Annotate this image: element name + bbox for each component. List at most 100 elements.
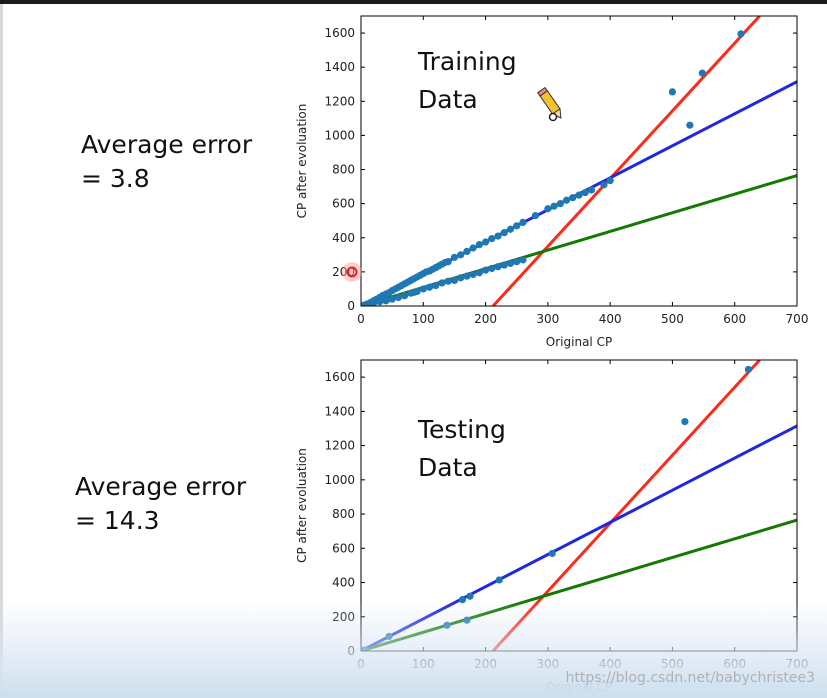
- test-data-point: [495, 576, 503, 584]
- train-y-tick-label: 400: [332, 231, 355, 245]
- test-x-tick-label: 700: [786, 657, 809, 671]
- train-data-point: [737, 30, 745, 38]
- training-data-chart: 0 100 200 300 400 500 600 700020040060080010001…: [295, 15, 808, 349]
- train-y-tick-label: 800: [332, 163, 355, 177]
- train-data-point: [494, 263, 502, 271]
- train-data-point: [463, 272, 471, 280]
- test-y-axis-title: CP after evoluation: [295, 448, 309, 563]
- test-data-point: [385, 632, 393, 641]
- train-data-point: [457, 274, 465, 282]
- train-data-point: [556, 200, 564, 208]
- test-x-tick-label: 500: [661, 657, 684, 671]
- test-x-tick-label: 300: [536, 657, 559, 671]
- train-data-point: [686, 121, 694, 129]
- test-data-point: [681, 418, 689, 426]
- train-y-tick-label: 1000: [324, 128, 355, 142]
- train-data-point: [419, 285, 427, 293]
- laser-pointer-icon: [342, 262, 362, 282]
- train-data-point: [444, 277, 452, 285]
- training-error-line2: = 3.8: [81, 164, 150, 193]
- testing-data-chart: 0 100 200 300 400 500 600 700 0 200 400 600 800 1000 1…: [295, 359, 809, 694]
- test-x-tick-label: 200: [474, 657, 497, 671]
- train-plot-area: [361, 16, 797, 306]
- test-data-point: [548, 549, 556, 558]
- test-x-tick-label: 100: [412, 657, 435, 671]
- train-x-tick-label: 300: [536, 312, 559, 326]
- train-data-point: [463, 247, 471, 256]
- test-data-point: [744, 365, 753, 374]
- test-y-tick-label: 0: [347, 644, 355, 658]
- train-data-point: [457, 251, 465, 259]
- train-axes-frame: [360, 15, 798, 307]
- train-data-point: [544, 205, 552, 213]
- train-data-point: [506, 259, 515, 267]
- slide-top-border: [0, 0, 827, 4]
- train-data-point: [401, 292, 409, 300]
- train-y-tick-label: 1600: [324, 26, 355, 40]
- train-data-point: [432, 281, 440, 290]
- slide-left-border: [0, 4, 3, 698]
- test-data-point: [463, 616, 471, 624]
- train-x-tick-label: 600: [723, 312, 746, 326]
- train-data-point: [581, 188, 589, 197]
- train-data-point: [513, 222, 521, 230]
- train-data-point: [425, 283, 434, 291]
- test-data-point: [458, 596, 467, 604]
- train-x-tick-label: 100: [412, 312, 435, 326]
- train-data-point: [413, 287, 421, 296]
- test-x-tick-label: 0: [357, 657, 365, 671]
- train-data-point: [606, 177, 614, 185]
- train-x-axis-title: Original CP: [546, 335, 612, 349]
- train-data-point: [450, 253, 459, 261]
- train-data-point: [550, 202, 558, 210]
- train-data-point: [506, 225, 515, 233]
- test-x-tick-label: 600: [723, 657, 746, 671]
- train-data-point: [481, 238, 490, 246]
- train-red-fit-line: [491, 16, 761, 306]
- test-data-point: [361, 646, 368, 651]
- train-x-tick-label: 400: [599, 312, 622, 326]
- train-data-point: [481, 266, 490, 274]
- train-data-point: [519, 218, 527, 227]
- testing-error-line1: Average error: [75, 472, 247, 501]
- cursor-dot-icon: [548, 112, 558, 122]
- train-y-axis-title: CP after evoluation: [295, 104, 309, 219]
- test-x-tick-label: 400: [599, 657, 622, 671]
- train-data-point: [600, 181, 608, 189]
- train-y-tick-label: 1400: [324, 60, 355, 74]
- training-error-line1: Average error: [81, 130, 253, 159]
- train-y-tick-label: 1200: [324, 94, 355, 108]
- train-x-tick-label: 200: [474, 312, 497, 326]
- test-annotation-line: Data: [418, 453, 478, 482]
- train-x-tick-label: 500: [661, 312, 684, 326]
- test-plot-area: [361, 360, 797, 651]
- train-data-point: [513, 258, 521, 266]
- train-annotation-line: Data: [418, 85, 478, 114]
- train-data-point: [698, 69, 706, 77]
- train-data-point: [444, 258, 452, 266]
- test-red-fit-line: [491, 360, 761, 651]
- test-axes-frame: [360, 359, 798, 652]
- testing-error-line2: = 14.3: [75, 506, 160, 535]
- test-y-tick-label: 800: [332, 507, 355, 521]
- train-data-point: [569, 194, 577, 202]
- train-x-tick-label: 0: [357, 312, 365, 326]
- pencil-cursor-icon: [537, 86, 562, 119]
- test-data-point: [466, 592, 474, 600]
- train-data-point: [438, 279, 446, 287]
- train-data-point: [475, 240, 483, 249]
- train-data-point: [494, 232, 502, 240]
- test-y-tick-label: 1000: [324, 473, 355, 487]
- train-data-point: [575, 191, 583, 199]
- test-y-tick-label: 400: [332, 576, 355, 590]
- train-data-point: [531, 211, 540, 220]
- train-annotation-line: Training: [417, 47, 517, 76]
- train-data-point: [668, 88, 677, 96]
- test-annotation-line: Testing: [417, 415, 506, 444]
- train-data-point: [388, 295, 396, 303]
- train-data-point: [394, 293, 402, 302]
- train-data-point: [587, 186, 596, 194]
- train-data-point: [369, 299, 378, 306]
- train-data-point: [488, 264, 496, 273]
